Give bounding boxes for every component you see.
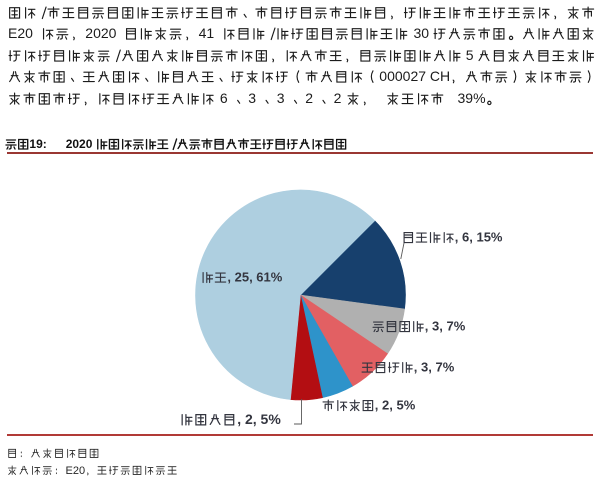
svg-text:3: 3 [248,91,256,106]
svg-text:E20: E20 [65,464,85,476]
svg-text:3: 3 [276,91,284,106]
svg-text:, 25, 61%: , 25, 61% [227,270,282,285]
svg-text:19:: 19: [29,137,46,151]
svg-text:, 6, 15%: , 6, 15% [455,230,503,245]
svg-text:, 2, 5%: , 2, 5% [237,412,281,427]
svg-text:000027 CH: 000027 CH [379,69,450,84]
svg-text:2020: 2020 [65,137,95,151]
svg-text:6: 6 [219,91,227,106]
svg-text:2: 2 [333,91,341,106]
svg-text:41: 41 [198,26,217,41]
svg-text:2: 2 [305,91,313,106]
svg-text:, 3, 7%: , 3, 7% [425,319,466,334]
svg-text:2020: 2020 [85,26,120,41]
svg-text:30: 30 [413,26,432,41]
svg-text:5: 5 [465,48,477,63]
svg-text:, 2, 5%: , 2, 5% [375,398,416,413]
svg-text:39%: 39% [457,91,485,106]
svg-text:, 3, 7%: , 3, 7% [414,360,455,375]
svg-text:E20: E20 [8,26,37,41]
